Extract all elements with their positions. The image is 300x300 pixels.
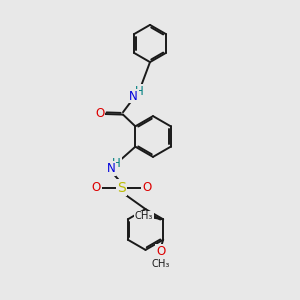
Text: N: N [106, 162, 116, 175]
Text: H: H [112, 157, 121, 170]
Text: O: O [156, 245, 165, 258]
Text: O: O [92, 181, 100, 194]
Text: CH₃: CH₃ [135, 211, 153, 221]
Text: O: O [95, 107, 104, 120]
Text: O: O [142, 181, 152, 194]
Text: H: H [134, 85, 143, 98]
Text: N: N [129, 89, 138, 103]
Text: CH₃: CH₃ [152, 259, 170, 269]
Text: S: S [117, 181, 126, 194]
